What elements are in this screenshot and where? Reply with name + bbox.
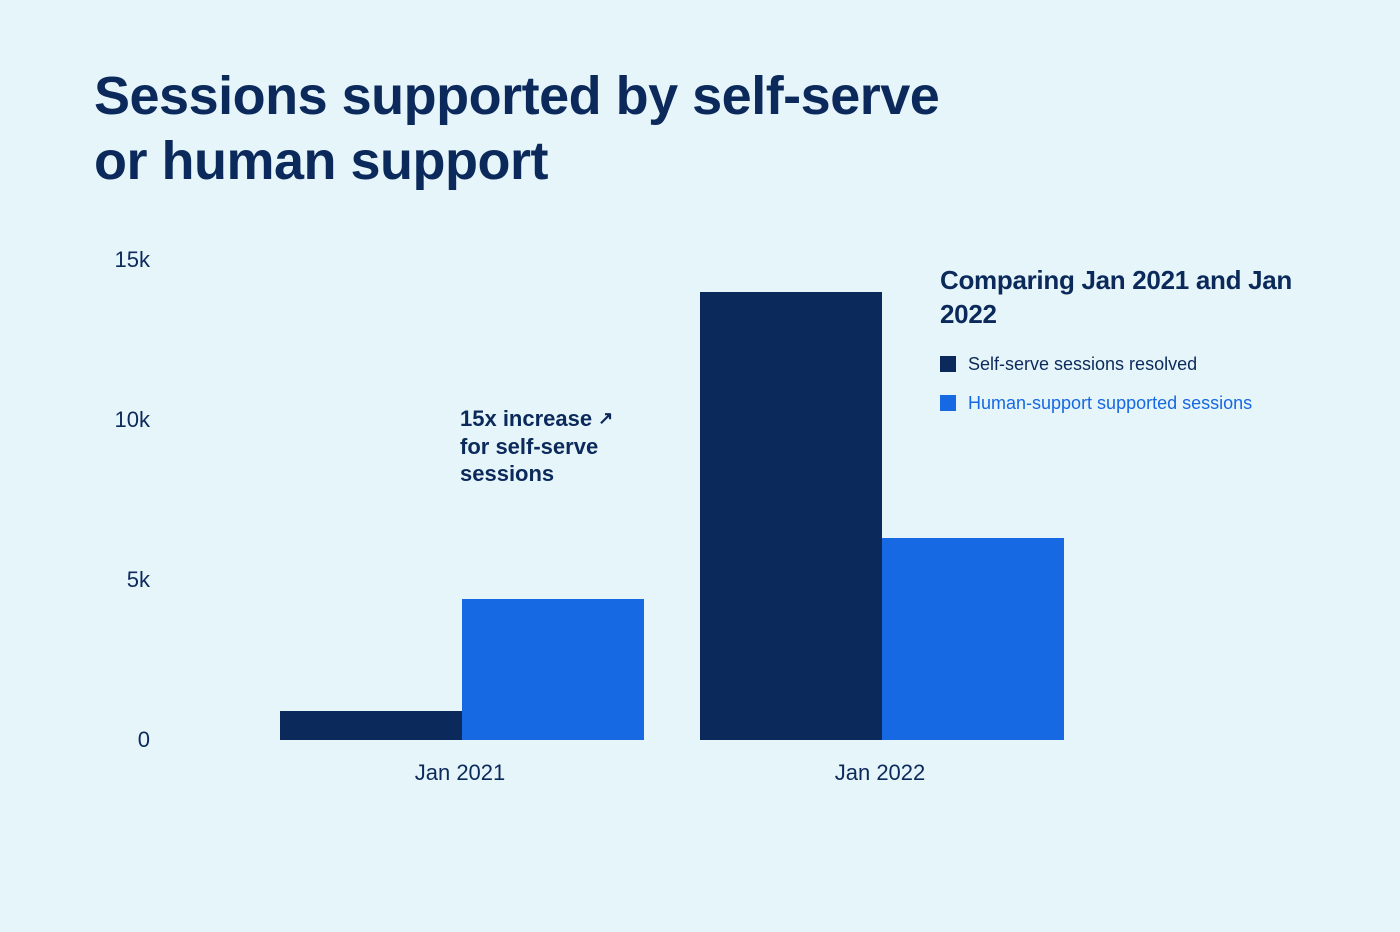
- x-axis-labels: Jan 2021 Jan 2022: [180, 760, 1000, 800]
- swatch-human-support: [940, 395, 956, 411]
- bar-human-support-2021: [462, 599, 644, 740]
- chart-annotation: 15x increase ↗ for self-serve sessions: [460, 405, 670, 488]
- plot-region: 15x increase ↗ for self-serve sessions: [180, 260, 1000, 740]
- legend-label-human-support: Human-support supported sessions: [968, 393, 1252, 414]
- legend: Comparing Jan 2021 and Jan 2022 Self-ser…: [940, 264, 1340, 432]
- annotation-line-1: 15x increase: [460, 406, 592, 431]
- x-label-1: Jan 2022: [835, 760, 926, 786]
- swatch-self-serve: [940, 356, 956, 372]
- bar-self-serve-2021: [280, 711, 462, 740]
- x-label-0: Jan 2021: [415, 760, 506, 786]
- legend-item-human-support: Human-support supported sessions: [940, 393, 1340, 414]
- y-tick-2: 5k: [100, 567, 150, 593]
- bar-human-support-2022: [882, 538, 1064, 740]
- arrow-up-right-icon: ↗: [598, 407, 613, 430]
- legend-item-self-serve: Self-serve sessions resolved: [940, 354, 1340, 375]
- y-axis: 15k 10k 5k 0: [100, 260, 160, 740]
- y-tick-3: 0: [100, 727, 150, 753]
- chart-area: 15k 10k 5k 0 15x increase ↗ for self-serv…: [100, 260, 1000, 800]
- y-tick-1: 10k: [100, 407, 150, 433]
- legend-title: Comparing Jan 2021 and Jan 2022: [940, 264, 1340, 332]
- y-tick-0: 15k: [100, 247, 150, 273]
- chart-title: Sessions supported by self-serve or huma…: [94, 64, 994, 194]
- bar-self-serve-2022: [700, 292, 882, 740]
- annotation-rest: for self-serve sessions: [460, 434, 598, 487]
- chart-canvas: Sessions supported by self-serve or huma…: [0, 0, 1400, 932]
- legend-label-self-serve: Self-serve sessions resolved: [968, 354, 1197, 375]
